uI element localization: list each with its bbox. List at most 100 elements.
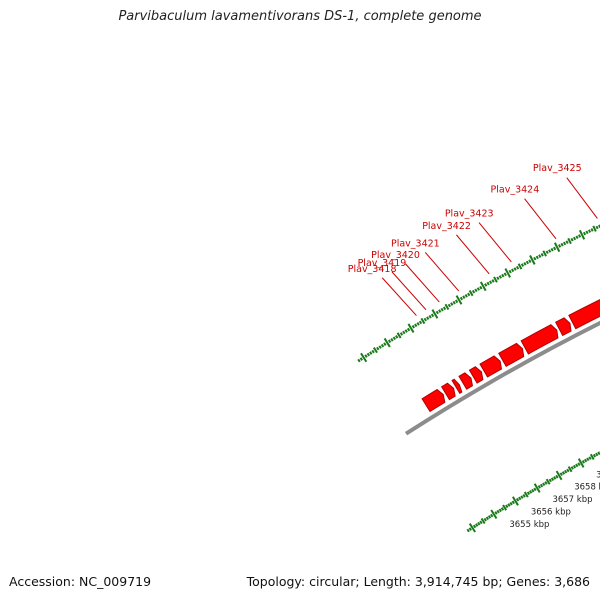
tick-mark <box>428 314 432 319</box>
tick-mark <box>479 281 487 292</box>
tick-mark <box>515 265 520 270</box>
tick-mark <box>542 482 546 487</box>
tick-mark <box>452 300 456 305</box>
gene-label: Plav_3422 <box>422 221 471 232</box>
kbp-label: 3656 kbp <box>531 507 571 517</box>
tick-mark <box>411 324 415 329</box>
tick-mark <box>515 497 520 502</box>
tick-mark <box>472 524 477 529</box>
tick-mark <box>567 466 573 473</box>
tick-mark <box>402 330 406 335</box>
tick-mark <box>383 342 387 346</box>
gene-arrow <box>458 372 474 390</box>
tick-mark <box>570 466 574 470</box>
map-title: Parvibaculum lavamentivorans DS-1, compl… <box>118 9 482 24</box>
tick-mark <box>487 515 492 519</box>
gene-arrow <box>479 355 503 378</box>
tick-mark <box>559 472 563 476</box>
tick-mark <box>431 309 439 319</box>
tick-mark <box>490 509 498 520</box>
genome-backbone <box>404 320 600 436</box>
tick-mark <box>490 513 494 518</box>
tick-mark <box>575 463 579 468</box>
gene-arrow <box>440 382 456 401</box>
tick-mark <box>520 495 524 499</box>
tick-mark <box>567 237 572 245</box>
tick-mark <box>511 268 515 273</box>
tick-mark <box>504 268 511 278</box>
gene-arrow <box>568 298 600 330</box>
tick-mark <box>392 336 396 341</box>
tick-mark <box>479 520 483 525</box>
tick-mark <box>390 337 394 342</box>
tick-mark <box>555 474 559 479</box>
tick-mark <box>476 287 481 291</box>
tick-mark <box>592 225 597 232</box>
genome-summary-text: Topology: circular; Length: 3,914,745 bp… <box>246 574 590 589</box>
tick-mark <box>520 263 525 267</box>
tick-mark <box>572 464 577 469</box>
tick-mark <box>498 508 502 513</box>
tick-mark <box>426 316 430 320</box>
kbp-label: 3658 kbp <box>574 483 600 493</box>
tick-mark <box>533 256 537 261</box>
tick-mark <box>592 453 597 458</box>
tick-mark <box>467 292 471 297</box>
tick-mark <box>590 228 594 232</box>
tick-mark <box>406 327 411 332</box>
tick-mark <box>561 471 566 475</box>
tick-mark <box>418 320 423 325</box>
tick-mark <box>565 240 569 244</box>
tick-mark <box>454 299 459 304</box>
tick-mark <box>491 279 495 283</box>
tick-mark <box>376 346 380 351</box>
tick-mark <box>584 458 588 463</box>
tick-mark <box>553 246 557 251</box>
kbp-labels: 3655 kbp 3656 kbp 3657 kbp 3658 kbp 3659 kbp… <box>509 471 600 531</box>
tick-mark <box>380 343 385 348</box>
tick-mark <box>396 332 402 339</box>
tick-mark <box>438 309 442 313</box>
tick-mark <box>528 259 532 264</box>
tick-mark <box>447 303 451 308</box>
tick-mark <box>548 249 552 253</box>
gene-label-leader <box>391 271 427 311</box>
tick-mark <box>444 303 450 310</box>
tick-mark <box>493 276 498 283</box>
tick-mark <box>572 236 577 241</box>
gene-arrow <box>555 317 572 337</box>
tick-mark <box>474 288 478 293</box>
tick-mark <box>577 462 581 467</box>
tick-mark <box>442 306 447 311</box>
tick-mark <box>496 276 500 281</box>
gene-label-leader <box>478 222 512 263</box>
tick-mark <box>577 458 585 468</box>
tick-mark <box>477 521 481 526</box>
tick-mark <box>522 494 526 498</box>
tick-mark <box>404 329 408 333</box>
tick-mark <box>563 241 567 246</box>
tick-mark <box>523 262 527 266</box>
tick-mark <box>548 478 552 483</box>
tick-mark <box>383 337 391 348</box>
tick-mark <box>535 255 539 260</box>
tick-mark <box>359 357 363 361</box>
tick-mark <box>496 509 500 514</box>
tick-mark <box>450 302 454 306</box>
kbp-label: 3659 kbp <box>596 471 600 481</box>
tick-mark <box>489 280 493 285</box>
gene-arrow <box>421 388 446 413</box>
gene-track <box>421 298 600 413</box>
tick-mark <box>586 457 590 462</box>
tick-mark <box>395 335 399 339</box>
tick-mark <box>523 491 529 498</box>
tick-mark <box>484 283 488 287</box>
tick-mark <box>366 352 371 357</box>
gene-arrow <box>498 342 525 368</box>
tick-mark <box>468 523 476 533</box>
gene-label-leader <box>524 198 557 240</box>
tick-mark <box>479 285 483 290</box>
tick-mark <box>555 470 563 481</box>
tick-mark <box>544 481 548 485</box>
